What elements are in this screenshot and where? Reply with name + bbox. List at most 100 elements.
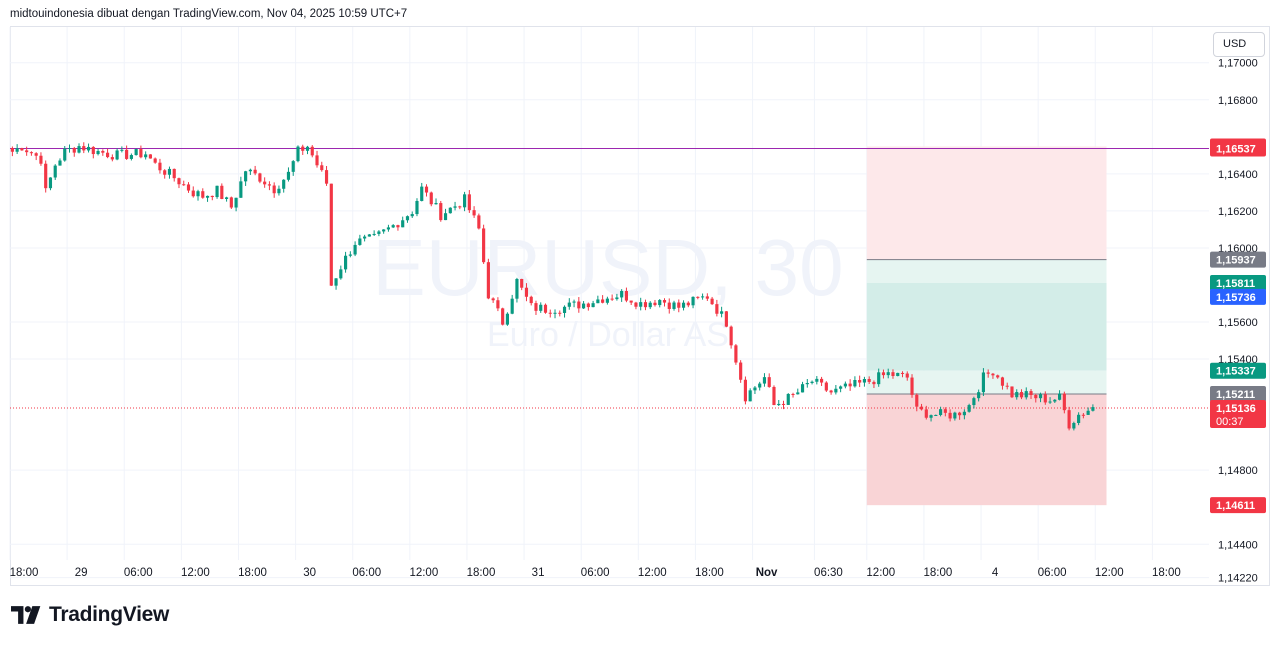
candle-body bbox=[96, 150, 100, 155]
candle-body bbox=[701, 296, 705, 298]
chart-header-caption: midtouindonesia dibuat dengan TradingVie… bbox=[10, 8, 408, 20]
candle-body bbox=[743, 379, 747, 402]
candle-body bbox=[410, 214, 414, 217]
candle-body bbox=[1010, 386, 1014, 398]
candle-body bbox=[1019, 392, 1024, 398]
candle-body bbox=[843, 383, 847, 387]
candle-body bbox=[1081, 414, 1085, 416]
candle-body bbox=[720, 311, 724, 314]
candle-body bbox=[877, 372, 881, 385]
countdown-text: 00:37 bbox=[1216, 416, 1244, 428]
candle-body bbox=[686, 302, 690, 306]
candle-body bbox=[515, 278, 519, 299]
tradingview-logo-icon bbox=[11, 606, 41, 624]
candle-body bbox=[458, 206, 462, 208]
candle-body bbox=[562, 306, 567, 313]
candle-body bbox=[234, 197, 238, 208]
candle-body bbox=[924, 409, 928, 418]
candle-body bbox=[1053, 399, 1057, 402]
candle-body bbox=[948, 412, 952, 419]
price-axis: 1,170001,168001,164001,162001,160001,156… bbox=[1218, 58, 1258, 585]
candle-body bbox=[20, 148, 24, 151]
candle-body bbox=[1015, 392, 1019, 398]
candle-body bbox=[653, 302, 657, 306]
candle-body bbox=[467, 194, 471, 211]
candle-body bbox=[820, 378, 824, 383]
candle-body bbox=[591, 303, 595, 308]
candle-body bbox=[586, 303, 590, 308]
candle-body bbox=[196, 191, 200, 197]
candle-body bbox=[1062, 393, 1066, 411]
candle-body bbox=[220, 185, 224, 199]
candle-body bbox=[662, 300, 667, 303]
candle-body bbox=[1034, 394, 1038, 399]
candle-body bbox=[106, 152, 110, 158]
candle-body bbox=[972, 398, 976, 406]
candle-body bbox=[715, 304, 719, 314]
candle-body bbox=[1067, 410, 1071, 429]
candle-body bbox=[401, 220, 405, 228]
tradingview-logo[interactable]: TradingView bbox=[11, 603, 169, 627]
price-label-text: 1,15736 bbox=[1216, 292, 1256, 304]
time-tick-label: Nov bbox=[756, 567, 778, 579]
candle-body bbox=[1043, 394, 1047, 403]
candle-body bbox=[839, 386, 843, 389]
candle-body bbox=[448, 207, 452, 214]
candle-body bbox=[439, 203, 443, 221]
currency-button[interactable]: USD bbox=[1213, 32, 1265, 57]
candle-body bbox=[800, 384, 805, 393]
candle-body bbox=[377, 231, 381, 234]
price-label-text: 1,16537 bbox=[1216, 143, 1256, 155]
candle-body bbox=[615, 297, 619, 300]
candle-body bbox=[886, 372, 890, 376]
candle-body bbox=[215, 185, 219, 198]
candle-body bbox=[667, 302, 671, 309]
candle-body bbox=[301, 146, 305, 151]
candle-body bbox=[415, 200, 419, 215]
price-label-box bbox=[1210, 386, 1266, 403]
candle-body bbox=[953, 412, 957, 419]
watermark-symbol: EURUSD, 30 bbox=[372, 223, 843, 312]
candle-body bbox=[453, 206, 457, 208]
candle-body bbox=[577, 301, 581, 309]
price-tick-label: 1,14800 bbox=[1218, 465, 1258, 477]
candle-body bbox=[572, 301, 576, 303]
time-tick-label: 12:00 bbox=[409, 567, 438, 579]
price-label: 1,15937 bbox=[1210, 251, 1266, 268]
candle-body bbox=[896, 372, 900, 377]
candle-body bbox=[858, 380, 862, 383]
candle-body bbox=[324, 170, 329, 184]
candle-body bbox=[58, 160, 62, 166]
candle-body bbox=[758, 383, 762, 388]
price-label-box bbox=[1210, 362, 1266, 379]
candle-body bbox=[329, 183, 333, 286]
time-tick-label: 31 bbox=[532, 567, 545, 579]
candle-body bbox=[1072, 422, 1076, 429]
candle-body bbox=[348, 254, 352, 256]
candle-body bbox=[910, 377, 914, 395]
time-tick-label: 06:30 bbox=[814, 567, 843, 579]
candle-body bbox=[201, 191, 205, 198]
candle-body bbox=[372, 233, 376, 235]
candle-body bbox=[1005, 385, 1009, 387]
price-label-text: 1,15937 bbox=[1216, 255, 1256, 267]
candle-body bbox=[158, 162, 162, 171]
candle-body bbox=[239, 181, 243, 198]
price-label-box bbox=[1210, 497, 1266, 514]
candle-body bbox=[1048, 401, 1052, 403]
price-label-box bbox=[1210, 274, 1266, 291]
candle-body bbox=[253, 169, 257, 174]
candle-body bbox=[648, 302, 652, 308]
horizontal-lines bbox=[10, 147, 1209, 409]
candle-body bbox=[225, 197, 229, 199]
candle-body bbox=[386, 227, 390, 230]
candle-body bbox=[125, 149, 129, 159]
candle-body bbox=[72, 148, 76, 153]
candle-body bbox=[229, 197, 233, 208]
candle-body bbox=[796, 392, 800, 395]
candle-body bbox=[639, 302, 643, 307]
time-tick-label: 06:00 bbox=[352, 567, 381, 579]
price-label-box bbox=[1210, 399, 1266, 428]
time-tick-label: 30 bbox=[303, 567, 316, 579]
